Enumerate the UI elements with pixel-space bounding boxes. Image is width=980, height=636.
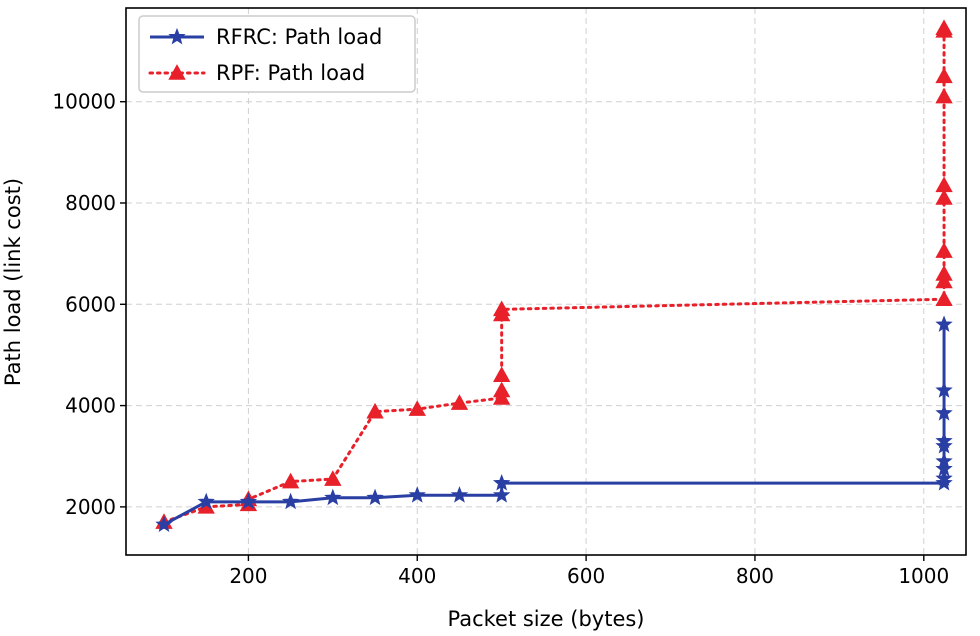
y-tick-label: 4000 — [65, 394, 116, 418]
series-line — [162, 26, 946, 524]
data-point — [492, 381, 511, 398]
legend: RFRC: Path load RPF: Path load — [138, 15, 416, 93]
series-1 — [155, 19, 953, 529]
data-point — [281, 472, 300, 489]
legend-label-rfrc: RFRC: Path load — [216, 25, 382, 49]
data-point — [493, 486, 511, 503]
x-tick-label: 800 — [736, 564, 774, 588]
series-line — [163, 324, 946, 526]
data-point — [492, 366, 511, 382]
data-point — [935, 189, 953, 205]
legend-box — [138, 15, 416, 93]
data-point — [239, 492, 258, 510]
y-tick-label: 8000 — [65, 191, 116, 215]
data-point — [492, 300, 511, 317]
data-point — [935, 19, 953, 36]
legend-label-rpf: RPF: Path load — [216, 61, 365, 85]
data-point — [935, 67, 953, 84]
data-point — [324, 488, 342, 506]
x-tick-label: 400 — [398, 564, 436, 588]
data-point — [155, 515, 173, 532]
y-tick-label: 2000 — [65, 495, 116, 519]
data-point — [324, 470, 342, 486]
data-point — [935, 431, 953, 449]
x-tick-label: 200 — [229, 564, 267, 588]
data-point — [450, 486, 469, 503]
data-point — [366, 488, 384, 506]
data-point — [197, 492, 215, 510]
y-axis-label: Path load (link cost) — [1, 178, 25, 386]
data-point — [935, 469, 953, 486]
series-0 — [155, 315, 953, 532]
data-point — [493, 473, 511, 491]
data-point — [366, 402, 384, 419]
data-point — [935, 452, 953, 469]
ticks: 200 400 600 800 1000 2000 4000 6000 8000 10000 — [52, 90, 949, 588]
data-point — [935, 436, 953, 454]
data-point — [408, 400, 426, 416]
data-point — [935, 176, 953, 193]
plot-frame — [125, 7, 967, 556]
y-tick-label: 6000 — [65, 292, 116, 316]
grid-lines — [126, 8, 966, 555]
data-point — [935, 265, 953, 281]
x-tick-label: 1000 — [898, 564, 949, 588]
legend-marker — [168, 27, 186, 45]
y-tick-label: 10000 — [52, 90, 116, 114]
x-axis-label: Packet size (bytes) — [447, 607, 644, 631]
series-layer — [155, 19, 953, 532]
data-point — [935, 381, 953, 398]
x-tick-label: 600 — [567, 564, 605, 588]
legend-marker — [168, 64, 186, 80]
data-point — [935, 404, 953, 421]
legend-marks — [148, 27, 206, 80]
data-point — [935, 315, 953, 332]
data-point — [935, 290, 953, 307]
data-point — [450, 394, 469, 410]
data-point — [935, 459, 953, 477]
data-point — [935, 87, 953, 104]
data-point — [935, 242, 953, 258]
data-point — [408, 486, 426, 503]
data-point — [281, 492, 300, 510]
